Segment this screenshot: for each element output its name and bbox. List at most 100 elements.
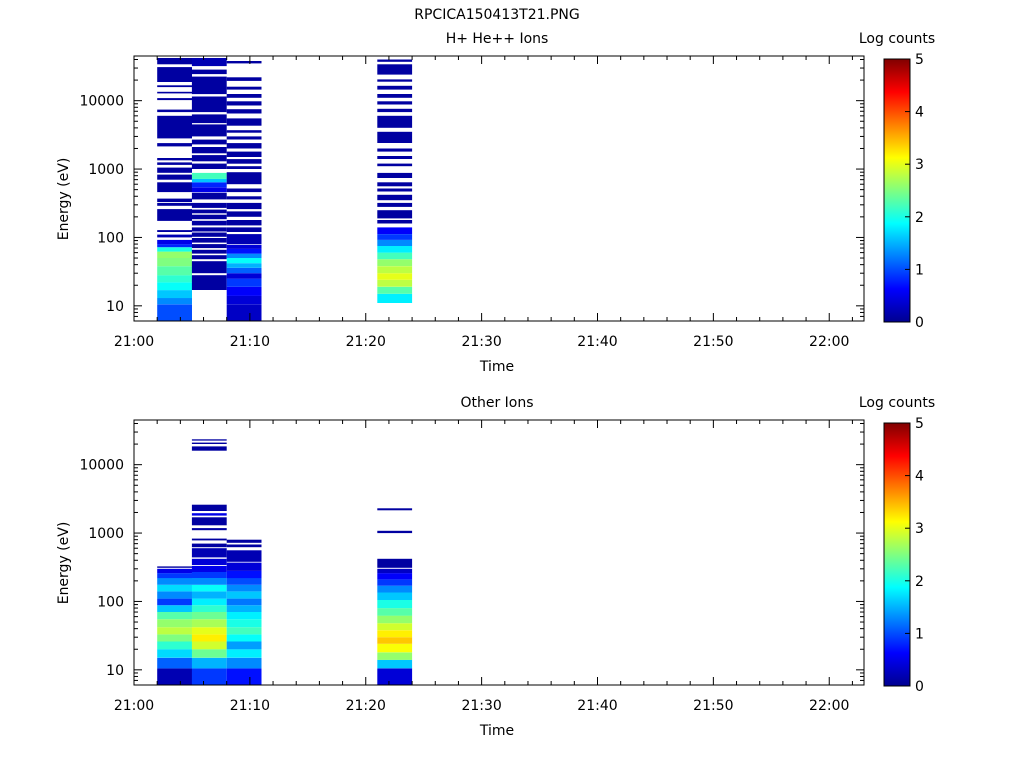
heatmap-cell [226,109,262,114]
heatmap-cell [157,162,192,165]
colorbar-label: Log counts [859,31,935,47]
heatmap-cell [191,255,227,260]
colorbar-frame [883,422,911,687]
colorbar-tick-label: 5 [915,52,924,68]
x-tick-label: 21:50 [693,698,733,714]
heatmap-cell [191,517,227,526]
heatmap-cell [226,641,262,650]
heatmap-cell [377,630,413,638]
heatmap-cell [226,151,262,157]
x-tick-label: 21:00 [114,698,154,714]
heatmap-cell [191,209,227,214]
heatmap-cell [191,147,227,154]
y-tick-label: 1000 [88,526,124,542]
heatmap-cell [377,600,413,609]
heatmap-cell [157,182,192,193]
heatmap-cell [377,279,413,287]
colorbar-tick-label: 0 [915,679,924,695]
heatmap-cell [377,79,413,82]
heatmap-cell [157,573,192,579]
heatmap-cell [226,258,262,264]
heatmap-cell [377,246,413,253]
heatmap-cell [377,115,413,128]
heatmap-cell [226,136,262,140]
heatmap-cell [226,612,262,620]
x-tick-label: 21:50 [693,334,733,350]
heatmap-cell [377,558,413,568]
heatmap-cell [377,293,413,303]
heatmap-cell [226,172,262,185]
heatmap-cell [377,668,413,685]
heatmap-cell [191,192,227,200]
colorbar-tick-label: 2 [915,210,924,226]
heatmap-cell [157,67,192,82]
y-axis-ticks: 10 100 1000 10000 [79,422,864,686]
y-axis-ticks: 10 100 1000 10000 [79,58,864,322]
heatmap-cell [191,558,227,566]
heatmap-cell [157,174,192,180]
heatmap-cell [377,220,413,224]
heatmap-cell [377,573,413,580]
heatmap-cell [191,439,227,441]
heatmap-cell [377,652,413,660]
heatmap-cell [191,232,227,237]
x-tick-label: 21:20 [346,334,386,350]
heatmap-cell [377,234,413,240]
heatmap-cell [191,114,227,124]
y-tick-label: 10 [106,299,124,315]
heatmap-cell [226,211,262,217]
heatmap-cell [191,446,227,451]
heatmap-cell [157,58,192,65]
heatmap-cell [157,605,192,612]
heatmap-cell [157,591,192,599]
heatmap-cell [377,194,413,201]
colorbar-tick-label: 1 [915,262,924,278]
heatmap-cell [377,148,413,152]
heatmap-cell [226,304,262,321]
heatmap-cell [377,188,413,192]
heatmap-cell [226,248,262,254]
heatmap-cell [226,130,262,133]
heatmap-cell [157,239,192,245]
heatmap-cell [226,627,262,635]
heatmap-cell [377,623,413,631]
heatmap-cell [226,619,262,628]
heatmap-cell [157,234,192,238]
heatmap-cell [157,275,192,283]
colorbar-label: Log counts [859,395,935,411]
heatmap-cell [191,641,227,650]
heatmap-cell [191,202,227,208]
heatmap-cell [226,166,262,169]
heatmap-cell [226,244,262,249]
heatmap-cell [157,641,192,650]
heatmap-cell [226,188,262,193]
heatmap-cell [377,172,413,178]
heatmap-cell [226,584,262,592]
heatmap-cell [226,159,262,164]
colorbar-tick-label: 4 [915,105,924,121]
heatmap-cell [226,196,262,200]
heatmap-cell [377,64,413,75]
heatmap-cell [226,234,262,245]
heatmap-cell [191,668,227,685]
plot-frame [133,419,865,686]
heatmap-cell [191,504,227,511]
y-tick-label: 10000 [79,94,124,110]
heatmap-cell [226,295,262,305]
heatmap-cell [377,615,413,624]
heatmap-cell [157,566,192,568]
heatmap-cell [157,209,192,221]
heatmap-cell [157,578,192,585]
heatmap-cell [191,178,227,183]
heatmap-cell [157,230,192,232]
colorbar [884,59,910,322]
heatmap-cell [157,115,192,139]
heatmap-cell [191,584,227,592]
x-axis-label: Time [479,359,514,375]
x-tick-label: 21:00 [114,334,154,350]
heatmap-cell [377,131,413,143]
heatmap-cell [191,96,227,113]
heatmap-cell [191,182,227,188]
x-axis-ticks: 21:00 21:10 21:20 21:30 21:40 21:50 22:00 [114,420,853,714]
